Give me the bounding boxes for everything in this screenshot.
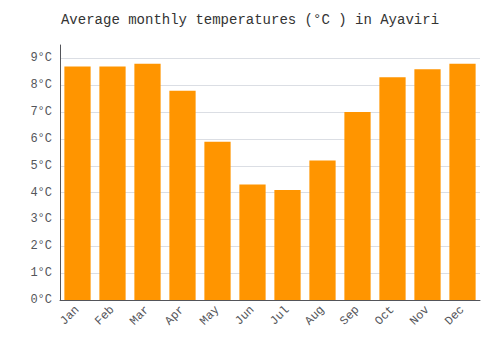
svg-text:Jan: Jan [57,303,82,328]
svg-text:Sep: Sep [337,303,362,328]
svg-text:Jun: Jun [232,303,257,328]
svg-text:0°C: 0°C [30,293,52,307]
svg-text:7°C: 7°C [30,105,52,119]
svg-text:Aug: Aug [302,303,327,328]
svg-text:Average monthly temperatures (: Average monthly temperatures (°C ) in Ay… [61,12,439,28]
svg-text:Mar: Mar [127,303,152,328]
svg-text:May: May [197,303,222,328]
svg-text:3°C: 3°C [30,212,52,226]
svg-text:Dec: Dec [442,303,467,328]
svg-text:8°C: 8°C [30,78,52,92]
svg-text:Feb: Feb [92,303,117,328]
svg-text:Oct: Oct [372,303,397,328]
svg-text:1°C: 1°C [30,266,52,280]
svg-text:6°C: 6°C [30,132,52,146]
svg-text:4°C: 4°C [30,186,52,200]
svg-text:9°C: 9°C [30,51,52,65]
svg-text:Apr: Apr [162,303,187,328]
svg-text:Nov: Nov [407,303,432,328]
svg-text:Jul: Jul [267,303,292,328]
svg-text:5°C: 5°C [30,159,52,173]
svg-text:2°C: 2°C [30,239,52,253]
